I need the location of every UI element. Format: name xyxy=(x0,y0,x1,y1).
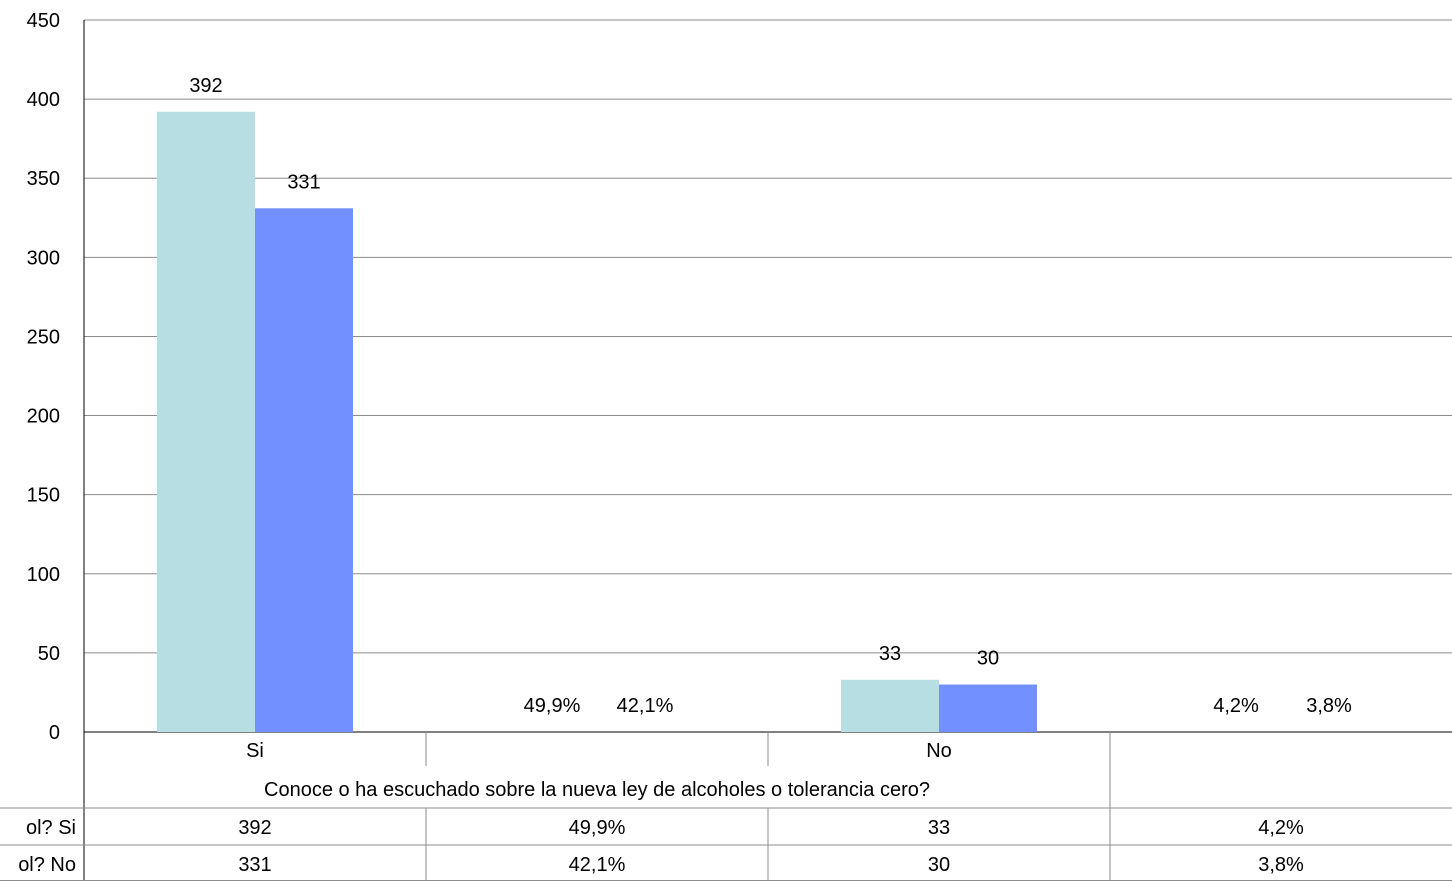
y-tick-label: 400 xyxy=(27,89,60,111)
data-label: 392 xyxy=(189,75,222,97)
y-tick-label: 100 xyxy=(27,564,60,586)
y-tick-label: 50 xyxy=(38,643,60,665)
table-row-label: ol? No xyxy=(18,854,76,876)
bars xyxy=(157,111,1037,733)
percent-label: 4,2% xyxy=(1213,695,1259,717)
bar-no-Si xyxy=(255,208,353,733)
data-table: Si No Conoce o ha escuchado sobre la nueva… xyxy=(0,732,1452,881)
x-group-label: Conoce o ha escuchado sobre la nueva ley… xyxy=(264,779,930,801)
bar-si-No xyxy=(841,679,939,732)
bar-no-No xyxy=(939,684,1037,732)
y-tick-label: 450 xyxy=(27,10,60,32)
table-cell: 33 xyxy=(928,817,950,839)
percent-label: 3,8% xyxy=(1306,695,1352,717)
table-row-label: ol? Si xyxy=(26,817,76,839)
data-label: 33 xyxy=(879,643,901,665)
y-tick-labels: 0 50 100 150 200 250 300 350 400 450 xyxy=(27,10,60,744)
table-cell: 392 xyxy=(238,817,271,839)
x-category-label: No xyxy=(926,740,952,762)
data-label: 30 xyxy=(977,648,999,670)
y-tick-label: 300 xyxy=(27,247,60,269)
percent-label: 49,9% xyxy=(524,695,581,717)
table-cell: 331 xyxy=(238,854,271,876)
y-tick-label: 350 xyxy=(27,168,60,190)
table-cell: 30 xyxy=(928,854,950,876)
data-labels: 392 331 33 30 49,9% 42,1% 4,2% 3,8% xyxy=(189,75,1352,717)
y-tick-label: 0 xyxy=(49,722,60,744)
table-cell: 49,9% xyxy=(569,817,626,839)
percent-label: 42,1% xyxy=(617,695,674,717)
bar-si-Si xyxy=(157,111,255,732)
table-cell: 4,2% xyxy=(1258,817,1304,839)
table-cell: 3,8% xyxy=(1258,854,1304,876)
data-label: 331 xyxy=(287,171,320,193)
y-tick-label: 150 xyxy=(27,485,60,507)
x-category-label: Si xyxy=(246,740,264,762)
y-tick-label: 250 xyxy=(27,326,60,348)
table-cell: 42,1% xyxy=(569,854,626,876)
y-tick-label: 200 xyxy=(27,406,60,428)
